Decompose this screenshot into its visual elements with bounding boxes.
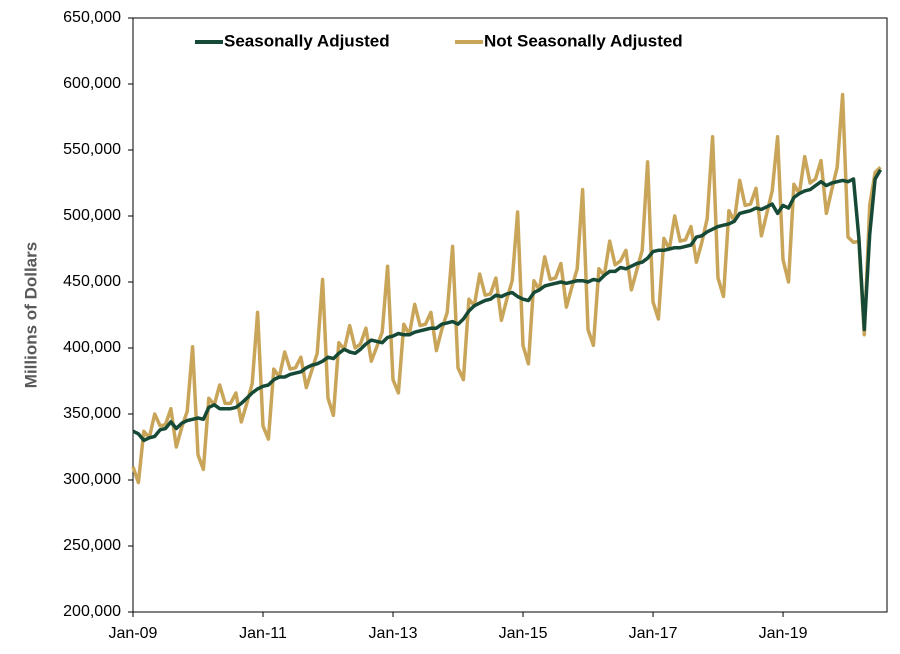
y-tick-label: 350,000 <box>63 405 121 422</box>
y-tick-label: 450,000 <box>63 273 121 290</box>
series-line <box>131 92 882 485</box>
x-tick-label: Jan-19 <box>759 625 808 642</box>
y-tick-label: 550,000 <box>63 141 121 158</box>
y-tick-label: 300,000 <box>63 471 121 488</box>
y-tick-label: 250,000 <box>63 537 121 554</box>
legend-label: Seasonally Adjusted <box>224 31 390 50</box>
x-tick-label: Jan-09 <box>109 625 158 642</box>
y-tick-label: 600,000 <box>63 75 121 92</box>
plot-frame <box>132 17 888 613</box>
legend-label: Not Seasonally Adjusted <box>484 31 683 50</box>
x-tick-label: Jan-15 <box>499 625 548 642</box>
y-tick-label: 400,000 <box>63 339 121 356</box>
y-tick-label: 650,000 <box>63 9 121 26</box>
series-line <box>132 168 883 443</box>
y-axis-label: Millions of Dollars <box>21 242 40 388</box>
x-tick-label: Jan-13 <box>369 625 418 642</box>
y-tick-label: 500,000 <box>63 207 121 224</box>
y-tick-label: 200,000 <box>63 603 121 620</box>
x-tick-label: Jan-11 <box>239 625 287 642</box>
x-tick-label: Jan-17 <box>629 625 678 642</box>
